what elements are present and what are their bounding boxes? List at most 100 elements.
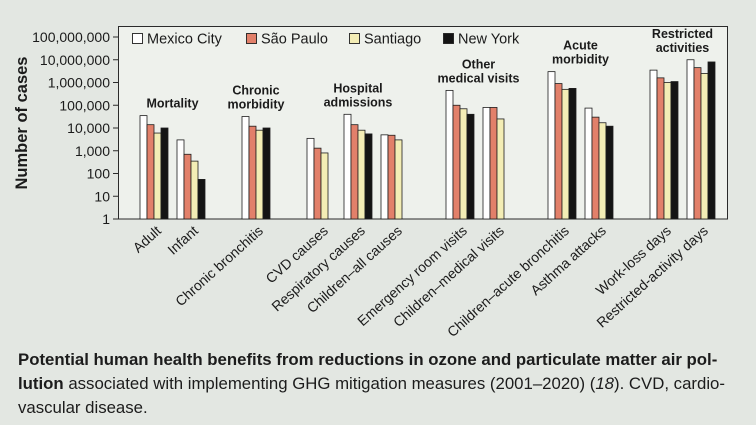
legend-swatch xyxy=(349,33,360,44)
bar-mexico-city xyxy=(584,107,593,220)
caption-text: ). CVD, cardio- xyxy=(614,374,725,393)
bar-mexico-city xyxy=(380,134,389,220)
bar-mexico-city xyxy=(445,89,454,220)
legend-label: Santiago xyxy=(364,32,421,48)
y-tick-label: 1,000,000 xyxy=(48,75,110,91)
bar-new-york xyxy=(197,179,206,220)
bar-sao-paulo xyxy=(350,124,359,220)
bar-santiago xyxy=(459,108,468,220)
caption-reference: 18 xyxy=(595,374,615,393)
bar-mexico-city xyxy=(649,69,658,220)
bar-santiago xyxy=(394,139,403,220)
bar-santiago xyxy=(496,118,505,220)
legend-item: New York xyxy=(443,32,520,48)
legend-swatch xyxy=(132,33,143,44)
group-heading: Mortality xyxy=(146,97,198,111)
bar-mexico-city xyxy=(686,59,695,220)
figure-caption-line-2: lution associated with implementing GHG … xyxy=(18,374,725,394)
group-heading: Restricted activities xyxy=(652,27,713,55)
y-tick-label: 10 xyxy=(94,188,110,204)
bar-new-york xyxy=(262,127,271,220)
group-headings: Mortality Chronic morbidity Hospital admissi… xyxy=(146,27,713,112)
bar-sao-paulo xyxy=(656,77,665,220)
bar-sao-paulo xyxy=(146,124,155,220)
legend-item: Santiago xyxy=(349,32,421,48)
group-heading-line: medical visits xyxy=(438,71,520,85)
bar-santiago xyxy=(255,129,264,220)
bar-mexico-city xyxy=(306,137,315,220)
bar-sao-paulo xyxy=(452,104,461,220)
bar-sao-paulo xyxy=(489,107,498,220)
bar-mexico-city xyxy=(343,113,352,220)
group-heading-line: activities xyxy=(656,41,710,55)
y-tick-label: 10,000,000 xyxy=(40,52,110,68)
bar-mexico-city xyxy=(547,71,556,220)
bar-chart: 1 10 100 1,000 10,000 100,000 1,000,000 10,000,… xyxy=(13,26,728,340)
group-heading: Chronic morbidity xyxy=(228,84,285,112)
group-heading-line: Acute xyxy=(563,39,598,53)
bar-santiago xyxy=(320,152,329,220)
group-heading-line: Hospital xyxy=(333,81,382,95)
y-tick-label: 100,000 xyxy=(59,97,110,113)
group-heading-line: Chronic xyxy=(232,84,279,98)
group-heading: Acute morbidity xyxy=(552,39,609,67)
y-tick-label: 1,000 xyxy=(75,143,110,159)
bar-new-york xyxy=(605,125,614,220)
caption-text: associated with implementing GHG mitigat… xyxy=(63,374,596,393)
y-axis-title: Number of cases xyxy=(13,57,31,190)
bar-santiago xyxy=(357,129,366,220)
y-tick-label: 1 xyxy=(102,211,110,227)
y-tick-label: 10,000 xyxy=(67,120,110,136)
bar-santiago xyxy=(598,122,607,220)
legend-label: São Paulo xyxy=(261,32,328,48)
bar-new-york xyxy=(568,88,577,220)
legend-label: Mexico City xyxy=(147,32,223,48)
y-tick-label: 100,000,000 xyxy=(32,29,110,45)
bar-sao-paulo xyxy=(591,116,600,220)
legend-swatch xyxy=(443,33,454,44)
legend: Mexico City São Paulo Santiago New York xyxy=(132,32,520,48)
bar-santiago xyxy=(190,160,199,220)
bars xyxy=(139,59,716,220)
bar-new-york xyxy=(707,61,716,220)
bar-santiago xyxy=(561,88,570,220)
group-heading: Hospital admissions xyxy=(324,81,393,109)
group-heading-line: morbidity xyxy=(228,98,285,112)
group-heading-line: Mortality xyxy=(146,97,198,111)
legend-swatch xyxy=(246,33,257,44)
bar-new-york xyxy=(466,113,475,220)
bar-mexico-city xyxy=(241,116,250,220)
caption-text: vascular disease. xyxy=(18,398,148,417)
bar-new-york xyxy=(670,81,679,220)
bar-sao-paulo xyxy=(248,125,257,220)
legend-item: São Paulo xyxy=(246,32,328,48)
figure-caption-line-3: vascular disease. xyxy=(18,398,148,418)
bar-mexico-city xyxy=(482,107,491,220)
y-axis: 1 10 100 1,000 10,000 100,000 1,000,000 10,000,… xyxy=(32,29,119,227)
figure-caption-line-1: Potential human health benefits from red… xyxy=(18,350,717,370)
x-tick-label: Infant xyxy=(164,222,201,257)
bar-mexico-city xyxy=(176,139,185,220)
legend-item: Mexico City xyxy=(132,32,223,48)
bar-sao-paulo xyxy=(313,147,322,220)
bar-sao-paulo xyxy=(387,134,396,220)
bar-new-york xyxy=(364,133,373,220)
bar-sao-paulo xyxy=(183,153,192,220)
group-heading: Other medical visits xyxy=(438,57,520,85)
caption-lead-end: lution xyxy=(18,374,64,393)
legend-label: New York xyxy=(458,32,520,48)
x-tick-label: Adult xyxy=(130,222,165,255)
bar-santiago xyxy=(663,82,672,220)
bar-mexico-city xyxy=(139,115,148,220)
bar-santiago xyxy=(153,132,162,220)
y-tick-label: 100 xyxy=(87,166,111,182)
bar-santiago xyxy=(700,73,709,220)
group-heading-line: Restricted xyxy=(652,27,713,41)
caption-lead: Potential human health benefits from red… xyxy=(18,350,718,369)
group-heading-line: admissions xyxy=(324,95,393,109)
bar-new-york xyxy=(160,127,169,220)
bar-sao-paulo xyxy=(693,67,702,220)
plot-frame xyxy=(118,26,728,220)
group-heading-line: Other xyxy=(462,57,495,71)
